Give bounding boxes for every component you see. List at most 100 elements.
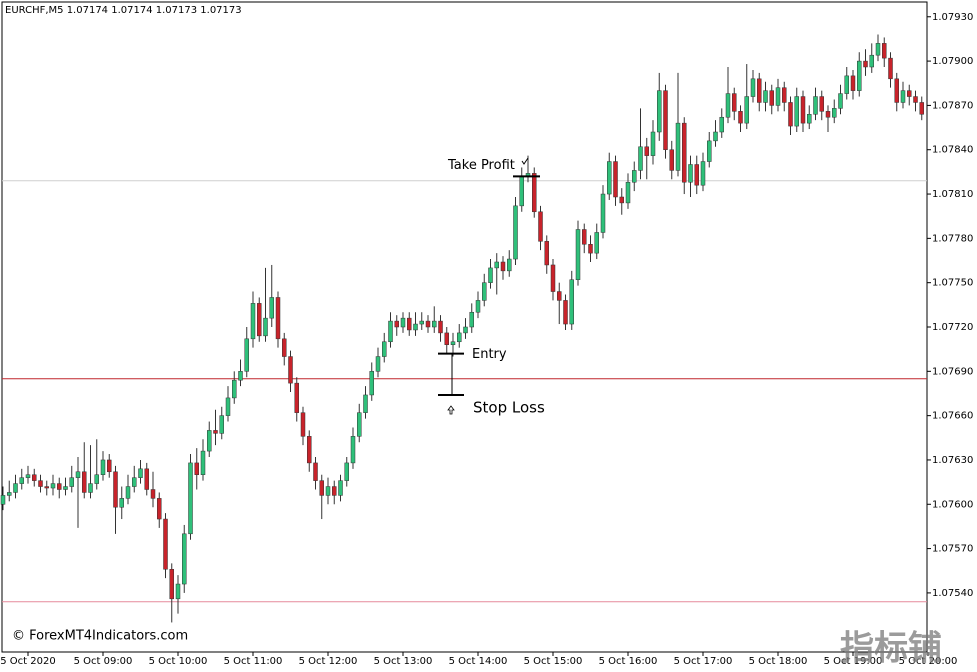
candle-body <box>500 261 506 272</box>
candle-body <box>863 60 868 68</box>
x-tick-label: 5 Oct 10:00 <box>149 656 208 667</box>
candle-body <box>919 102 924 115</box>
candle-body <box>644 146 649 156</box>
x-tick-label: 5 Oct 17:00 <box>674 656 733 667</box>
candle-body <box>857 60 862 91</box>
candle-body <box>544 241 549 266</box>
candle-body <box>275 297 281 340</box>
candle-body <box>450 341 456 345</box>
candle-body <box>94 474 99 484</box>
candle-body <box>732 93 737 112</box>
candle-body <box>725 93 731 118</box>
tp-check-icon <box>521 157 529 165</box>
candle-body <box>25 474 31 478</box>
y-tick-label: 1.07870 <box>932 100 973 111</box>
candle-body <box>907 90 912 97</box>
candle-body <box>7 492 12 496</box>
y-tick-label: 1.07540 <box>932 588 973 599</box>
candle-body <box>169 569 174 600</box>
candle-body <box>144 468 149 490</box>
x-tick-label: 5 Oct 16:00 <box>599 656 658 667</box>
candle-body <box>194 462 199 475</box>
candle-body <box>400 317 406 328</box>
candle-body <box>775 87 781 106</box>
candle-body <box>157 498 162 520</box>
candle-body <box>482 282 487 301</box>
candle-body <box>294 382 299 413</box>
candle-body <box>175 583 181 600</box>
candle-body <box>719 116 724 133</box>
candle-body <box>463 326 468 334</box>
candle-body <box>13 483 18 493</box>
candle-body <box>563 300 568 325</box>
candle-body <box>538 211 543 242</box>
candle-body <box>0 495 6 505</box>
candle-body <box>394 320 399 328</box>
candle-body <box>200 450 206 475</box>
candle-body <box>469 311 474 328</box>
candle-body <box>744 96 749 124</box>
candle-body <box>425 320 431 328</box>
candle-body <box>300 412 306 437</box>
candle-body <box>57 483 62 490</box>
candle-body <box>357 412 362 437</box>
candle-body <box>738 111 743 124</box>
candle-body <box>188 462 193 535</box>
candle-body <box>669 149 674 171</box>
x-tick-label: 5 Oct 18:00 <box>749 656 808 667</box>
candle-body <box>594 232 599 254</box>
candle-body <box>307 436 312 464</box>
candle-body <box>869 54 874 68</box>
candle-body <box>825 111 831 118</box>
candle-body <box>257 303 262 337</box>
candle-body <box>800 96 806 124</box>
candle-body <box>813 96 818 115</box>
candle-body <box>550 264 556 292</box>
candle-body <box>344 462 349 481</box>
candle-body <box>688 164 693 183</box>
candle-body <box>369 371 374 396</box>
candle-body <box>213 430 218 434</box>
candle-body <box>888 57 893 80</box>
candle-body <box>332 486 337 496</box>
candle-body <box>769 90 774 106</box>
candle-body <box>263 317 268 337</box>
candle-body <box>32 474 37 481</box>
candle-body <box>219 415 224 434</box>
candle-body <box>375 356 381 372</box>
candle-body <box>913 96 918 103</box>
candle-body <box>494 261 499 269</box>
x-tick-label: 5 Oct 20:00 <box>899 656 958 667</box>
candle-body <box>782 87 787 103</box>
candle-body <box>350 436 356 464</box>
x-tick-label: 5 Oct 12:00 <box>299 656 358 667</box>
corner-mark: 指标铺 <box>840 629 942 669</box>
candle-body <box>838 93 843 109</box>
candle-body <box>319 480 324 496</box>
candle-body <box>63 486 68 490</box>
candle-body <box>569 279 574 325</box>
candle-body <box>713 131 718 142</box>
candle-body <box>282 338 287 357</box>
candle-body <box>882 43 887 59</box>
candle-body <box>232 379 237 399</box>
candle-body <box>819 96 824 112</box>
candle-body <box>600 193 606 233</box>
stop-loss-label: Stop Loss <box>473 398 545 416</box>
x-tick-label: 5 Oct 11:00 <box>224 656 283 667</box>
x-tick-label: 5 Oct 2020 <box>0 656 55 667</box>
candle-body <box>757 78 762 103</box>
candle-body <box>182 533 187 585</box>
x-tick-label: 5 Oct 19:00 <box>824 656 883 667</box>
watermark: © ForexMT4Indicators.com <box>12 629 188 644</box>
y-tick-label: 1.07780 <box>932 233 973 244</box>
candle-body <box>244 338 249 372</box>
candle-body <box>432 320 437 328</box>
sl-arrow-icon <box>447 405 455 415</box>
y-tick-label: 1.07840 <box>932 145 973 156</box>
candle-body <box>419 320 424 325</box>
candle-body <box>850 75 856 91</box>
candle-body <box>75 471 81 478</box>
candle-body <box>107 459 112 473</box>
